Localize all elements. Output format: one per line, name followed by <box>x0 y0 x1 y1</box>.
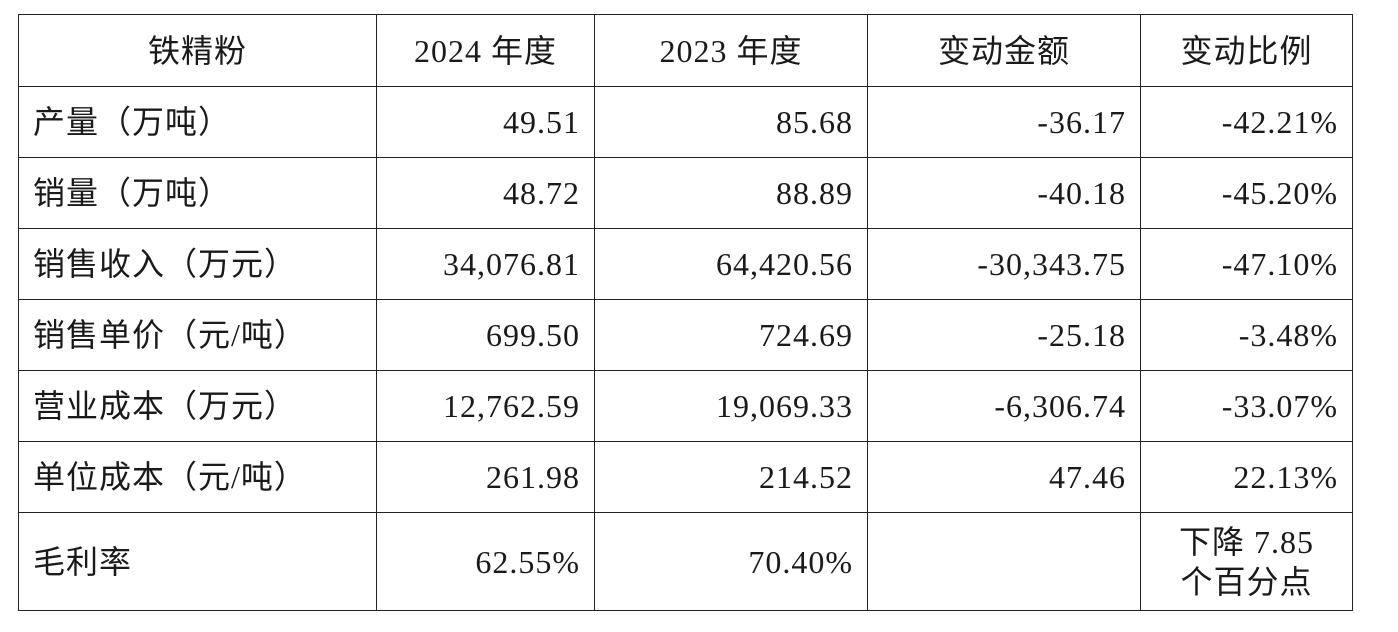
row-label: 营业成本（万元） <box>18 370 377 442</box>
table-cell: 214.52 <box>594 441 868 513</box>
table-cell: 261.98 <box>376 441 595 513</box>
header-cell: 铁精粉 <box>18 14 377 87</box>
table-row: 毛利率 62.55% 70.40% 下降 7.85 个百分点 <box>18 512 1353 611</box>
cell-line: 下降 7.85 <box>1178 523 1314 560</box>
table-cell: -6,306.74 <box>867 370 1141 442</box>
table-cell: 48.72 <box>376 157 595 229</box>
row-label: 毛利率 <box>18 512 377 611</box>
empty-cell <box>867 512 1141 611</box>
row-label: 销售收入（万元） <box>18 228 377 300</box>
table-row: 销量（万吨） 48.72 88.89 -40.18 -45.20% <box>18 157 1353 229</box>
row-label: 单位成本（元/吨） <box>18 441 377 513</box>
table-cell: 64,420.56 <box>594 228 868 300</box>
table-cell: -42.21% <box>1140 86 1353 158</box>
header-cell: 2024 年度 <box>376 14 595 87</box>
row-label: 销量（万吨） <box>18 157 377 229</box>
header-cell: 2023 年度 <box>594 14 868 87</box>
table-row: 单位成本（元/吨） 261.98 214.52 47.46 22.13% <box>18 441 1353 513</box>
data-table: 铁精粉 2024 年度 2023 年度 变动金额 变动比例 产量（万吨） 49.51 85.… <box>18 14 1353 611</box>
table-cell: -40.18 <box>867 157 1141 229</box>
table-row: 产量（万吨） 49.51 85.68 -36.17 -42.21% <box>18 86 1353 158</box>
table-row: 营业成本（万元） 12,762.59 19,069.33 -6,306.74 -33.0… <box>18 370 1353 442</box>
table-cell: -33.07% <box>1140 370 1353 442</box>
table-cell: -3.48% <box>1140 299 1353 371</box>
table-cell: 22.13% <box>1140 441 1353 513</box>
table-cell: -45.20% <box>1140 157 1353 229</box>
cell-line: 个百分点 <box>1180 563 1313 600</box>
table-cell: 88.89 <box>594 157 868 229</box>
table-cell: -47.10% <box>1140 228 1353 300</box>
row-label: 销售单价（元/吨） <box>18 299 377 371</box>
table-body: 产量（万吨） 49.51 85.68 -36.17 -42.21% 销量（万吨） 48.72… <box>18 86 1353 611</box>
table-cell: 85.68 <box>594 86 868 158</box>
table-cell: -25.18 <box>867 299 1141 371</box>
table-cell: 699.50 <box>376 299 595 371</box>
table-cell: -36.17 <box>867 86 1141 158</box>
table-cell: 70.40% <box>594 512 868 611</box>
table-cell: 47.46 <box>867 441 1141 513</box>
row-label: 产量（万吨） <box>18 86 377 158</box>
header-row: 铁精粉 2024 年度 2023 年度 变动金额 变动比例 <box>18 14 1353 87</box>
header-cell: 变动比例 <box>1140 14 1353 87</box>
table-cell: 62.55% <box>376 512 595 611</box>
table-cell: 724.69 <box>594 299 868 371</box>
table-cell: 49.51 <box>376 86 595 158</box>
table-cell: 34,076.81 <box>376 228 595 300</box>
table-cell: 下降 7.85 个百分点 <box>1140 512 1353 611</box>
table-row: 销售单价（元/吨） 699.50 724.69 -25.18 -3.48% <box>18 299 1353 371</box>
table-cell: 19,069.33 <box>594 370 868 442</box>
header-cell: 变动金额 <box>867 14 1141 87</box>
table-cell: 12,762.59 <box>376 370 595 442</box>
table-row: 销售收入（万元） 34,076.81 64,420.56 -30,343.75 -47.… <box>18 228 1353 300</box>
table-cell: -30,343.75 <box>867 228 1141 300</box>
